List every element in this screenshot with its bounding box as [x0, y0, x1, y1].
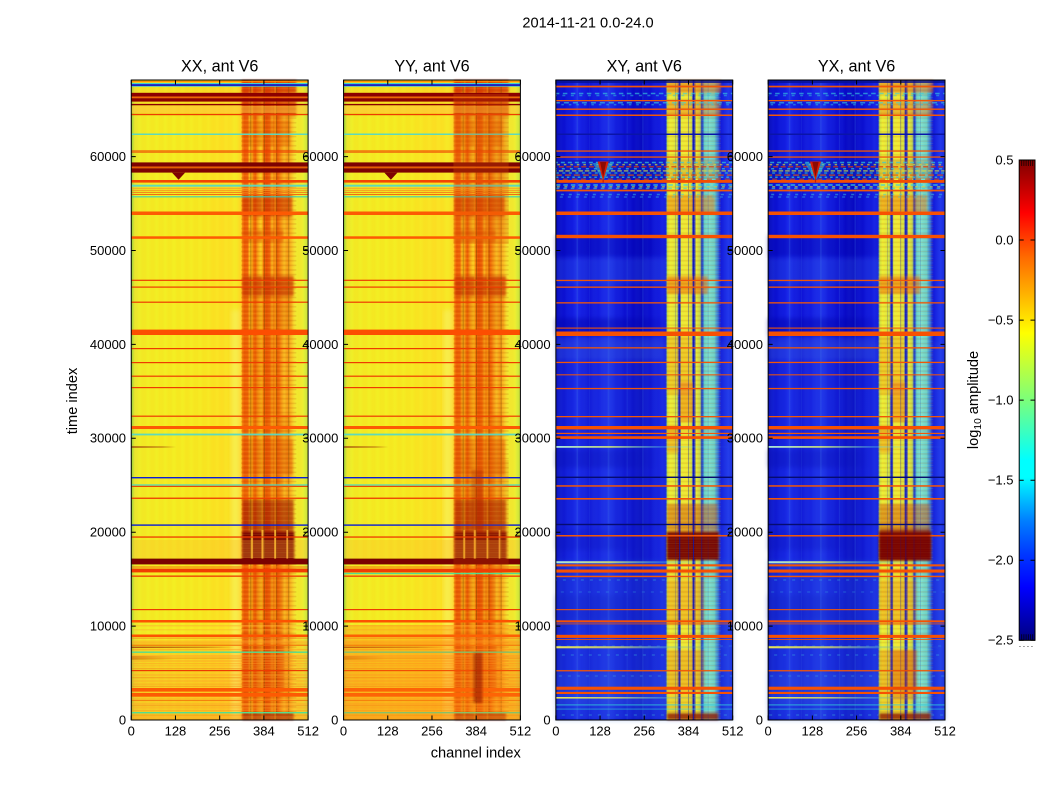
svg-text:30000: 30000	[302, 431, 338, 446]
svg-text:384: 384	[678, 724, 700, 739]
svg-text:20000: 20000	[302, 525, 338, 540]
svg-text:60000: 60000	[302, 149, 338, 164]
svg-text:time index: time index	[65, 367, 81, 434]
svg-text:XX, ant V6: XX, ant V6	[181, 58, 258, 76]
svg-text:YY, ant V6: YY, ant V6	[394, 58, 469, 76]
svg-text:60000: 60000	[90, 149, 126, 164]
svg-text:10000: 10000	[90, 619, 126, 634]
svg-text:40000: 40000	[727, 337, 763, 352]
svg-text:30000: 30000	[727, 431, 763, 446]
svg-text:0: 0	[128, 724, 135, 739]
svg-text:40000: 40000	[514, 337, 550, 352]
svg-text:0: 0	[543, 712, 550, 727]
svg-text:0: 0	[119, 712, 126, 727]
svg-text:60000: 60000	[514, 149, 550, 164]
svg-text:20000: 20000	[727, 525, 763, 540]
svg-text:−0.5: −0.5	[988, 313, 1014, 328]
svg-text:0: 0	[552, 724, 559, 739]
svg-text:256: 256	[846, 724, 868, 739]
svg-text:2014-11-21 0.0-24.0: 2014-11-21 0.0-24.0	[522, 15, 653, 31]
svg-text:0: 0	[340, 724, 347, 739]
svg-text:30000: 30000	[514, 431, 550, 446]
svg-text:512: 512	[722, 724, 744, 739]
svg-text:log10 amplitude: log10 amplitude	[966, 351, 984, 449]
svg-text:384: 384	[253, 724, 275, 739]
svg-text:10000: 10000	[727, 619, 763, 634]
svg-text:256: 256	[421, 724, 443, 739]
svg-text:384: 384	[890, 724, 912, 739]
svg-text:512: 512	[297, 724, 319, 739]
svg-text:50000: 50000	[302, 243, 338, 258]
svg-text:384: 384	[465, 724, 487, 739]
svg-text:10000: 10000	[514, 619, 550, 634]
svg-text:0: 0	[331, 712, 338, 727]
svg-text:60000: 60000	[727, 149, 763, 164]
svg-text:128: 128	[377, 724, 399, 739]
svg-text:256: 256	[209, 724, 231, 739]
svg-text:0: 0	[756, 712, 763, 727]
svg-text:XY, ant V6: XY, ant V6	[607, 58, 682, 76]
svg-text:128: 128	[165, 724, 187, 739]
svg-text:YX, ant V6: YX, ant V6	[818, 58, 895, 76]
svg-text:128: 128	[802, 724, 824, 739]
svg-text:40000: 40000	[302, 337, 338, 352]
svg-text:−1.0: −1.0	[988, 393, 1014, 408]
svg-text:50000: 50000	[514, 243, 550, 258]
svg-text:30000: 30000	[90, 431, 126, 446]
svg-text:50000: 50000	[90, 243, 126, 258]
svg-text:40000: 40000	[90, 337, 126, 352]
svg-text:128: 128	[589, 724, 611, 739]
svg-text:10000: 10000	[302, 619, 338, 634]
svg-text:20000: 20000	[90, 525, 126, 540]
svg-text:−1.5: −1.5	[988, 473, 1014, 488]
svg-text:0.5: 0.5	[995, 152, 1013, 167]
svg-text:512: 512	[934, 724, 956, 739]
svg-text:−2.5: −2.5	[988, 633, 1014, 648]
svg-text:0.0: 0.0	[995, 232, 1013, 247]
svg-text:50000: 50000	[727, 243, 763, 258]
svg-text:−2.0: −2.0	[988, 553, 1014, 568]
svg-text:0: 0	[765, 724, 772, 739]
svg-text:256: 256	[633, 724, 655, 739]
svg-text:20000: 20000	[514, 525, 550, 540]
svg-text:channel index: channel index	[431, 746, 522, 762]
svg-text:512: 512	[510, 724, 532, 739]
